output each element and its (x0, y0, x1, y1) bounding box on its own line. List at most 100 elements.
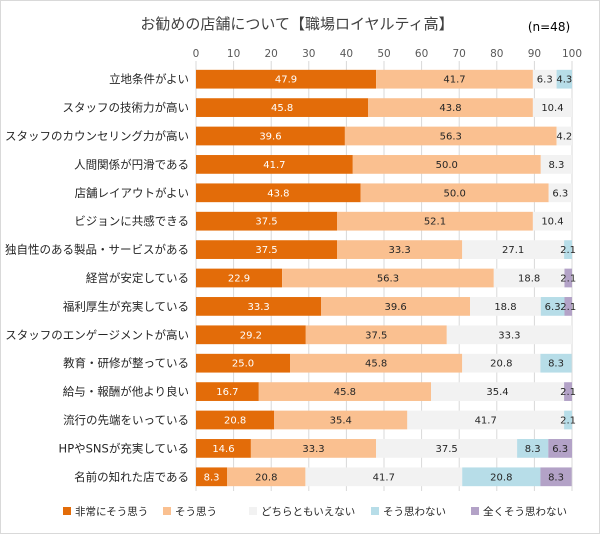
bar-segment (548, 183, 572, 203)
bar-value-label: 41.7 (263, 160, 285, 171)
bar-segment (305, 467, 463, 487)
bar-value-label: 29.2 (240, 330, 262, 341)
bar-segment (274, 410, 408, 430)
x-tick-label: 10 (227, 48, 240, 60)
bar-segment (196, 98, 369, 117)
bar-segment (376, 439, 518, 458)
legend-label: 全くそう思わない (483, 505, 567, 518)
bar-segment (196, 297, 322, 316)
bar-value-label: 47.9 (275, 75, 297, 86)
bar-segment (462, 467, 541, 487)
legend-swatch (249, 507, 257, 515)
category-label: 人間関係が円滑である (74, 157, 189, 171)
bar-value-label: 18.8 (518, 274, 540, 285)
bar-value-label: 33.3 (247, 302, 269, 313)
x-tick-label: 100 (562, 48, 582, 60)
bar-value-label: 39.6 (259, 132, 281, 143)
category-label: スタッフのエンゲージメントが高い (5, 328, 189, 342)
category-label: 名前の知れた店である (74, 470, 189, 484)
category-label: 流行の先端をいっている (63, 413, 189, 427)
bar-segment (321, 297, 471, 316)
bars: 47.9 41.7 6.3 4.345.8 43.8 10.439.6 56.3 4.241.… (196, 69, 576, 487)
bar-value-label: 45.8 (365, 359, 387, 370)
bar-value-label: 16.7 (216, 387, 238, 398)
legend: 非常にそう思う そう思う どちらともいえない そう思わない 全くそう思わない (63, 505, 567, 518)
bar-segment (196, 240, 337, 259)
bar-segment (196, 353, 290, 373)
x-axis-ticks: 0 10 20 30 40 50 60 70 80 90 100 (193, 48, 582, 60)
bar-segment (196, 467, 228, 487)
bar-segment (462, 353, 541, 373)
bar-value-label: 56.3 (440, 132, 462, 143)
bar-value-label: 37.5 (255, 245, 277, 256)
bar-segment (227, 467, 306, 487)
x-tick-label: 50 (377, 48, 390, 60)
bar-value-label: 14.6 (212, 444, 234, 455)
bar-value-label: 37.5 (435, 444, 457, 455)
bar-value-label: 2.1 (560, 274, 576, 285)
sample-size-note: (n=48) (528, 20, 570, 34)
bar-segment (446, 325, 572, 345)
bar-segment (344, 126, 557, 146)
bar-value-label: 50.0 (436, 160, 458, 171)
bar-segment (532, 211, 572, 231)
bar-segment (564, 268, 572, 288)
bar-segment (532, 69, 557, 89)
x-tick-label: 20 (265, 48, 278, 60)
bar-segment (196, 268, 283, 288)
bar-value-label: 33.3 (302, 444, 324, 455)
bar-segment (517, 439, 549, 458)
bar-value-label: 18.8 (494, 302, 516, 313)
bar-value-label: 6.3 (552, 188, 568, 199)
bar-segment (196, 211, 337, 231)
bar-segment (556, 126, 572, 146)
x-tick-label: 0 (193, 48, 200, 60)
bar-segment (282, 268, 494, 288)
bar-segment (196, 69, 377, 89)
category-label: 経営が安定している (86, 271, 189, 285)
bar-value-label: 20.8 (490, 472, 512, 483)
category-labels: 立地条件がよいスタッフの技術力が高いスタッフのカウンセリング力が高い人間関係が円… (5, 72, 189, 484)
bar-segment (196, 382, 259, 401)
category-label: ビジョンに共感できる (74, 214, 189, 228)
bar-segment (540, 353, 572, 373)
bar-value-label: 35.4 (486, 387, 508, 398)
category-label: スタッフのカウンセリング力が高い (5, 129, 189, 143)
bar-value-label: 27.1 (502, 245, 524, 256)
bar-value-label: 43.8 (267, 188, 289, 199)
bar-value-label: 39.6 (385, 302, 407, 313)
bar-segment (564, 382, 572, 401)
bar-value-label: 35.4 (330, 416, 352, 427)
legend-swatch (471, 507, 479, 515)
category-label: 独自性のある製品・サービスがある (5, 243, 189, 257)
bar-value-label: 10.4 (541, 103, 563, 114)
bar-segment (540, 155, 572, 174)
bar-value-label: 33.3 (498, 330, 520, 341)
bar-value-label: 2.1 (560, 245, 576, 256)
bar-value-label: 2.1 (560, 387, 576, 398)
bar-segment (196, 183, 361, 203)
bar-value-label: 8.3 (525, 444, 541, 455)
bar-segment (548, 439, 572, 458)
legend-swatch (163, 507, 171, 515)
bar-value-label: 41.7 (443, 75, 465, 86)
bar-segment (564, 297, 572, 316)
bar-segment (540, 467, 572, 487)
x-tick-label: 80 (490, 48, 503, 60)
bar-value-label: 6.3 (552, 444, 568, 455)
bar-segment (258, 382, 431, 401)
bar-value-label: 8.3 (548, 472, 564, 483)
category-label: スタッフの技術力が高い (63, 101, 190, 115)
bar-value-label: 4.2 (556, 132, 572, 143)
bar-segment (462, 240, 565, 259)
x-tick-label: 30 (302, 48, 315, 60)
bar-value-label: 37.5 (365, 330, 387, 341)
category-label: 店舗レイアウトがよい (75, 186, 189, 200)
bar-value-label: 8.3 (548, 359, 564, 370)
category-label: 給与・報酬が他より良い (63, 385, 189, 399)
bar-segment (290, 353, 463, 373)
bar-value-label: 45.8 (334, 387, 356, 398)
bar-segment (337, 240, 463, 259)
bar-value-label: 56.3 (377, 274, 399, 285)
